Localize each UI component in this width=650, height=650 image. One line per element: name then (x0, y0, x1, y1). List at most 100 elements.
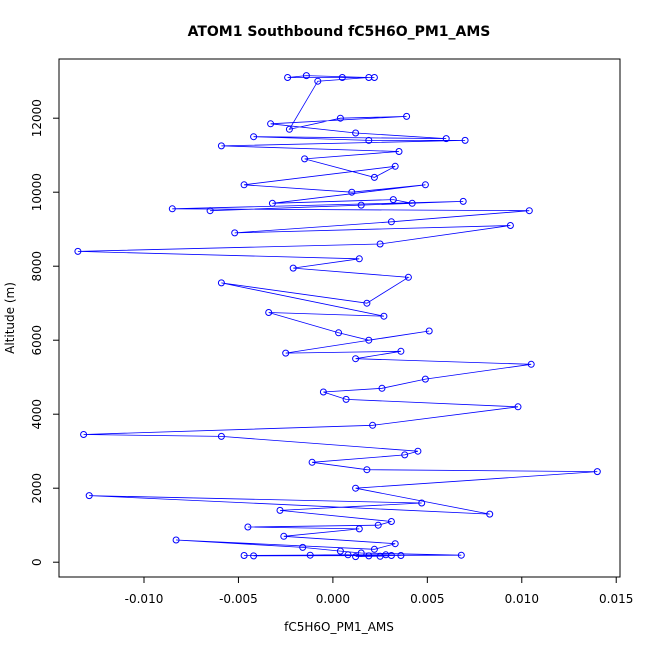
data-point (80, 431, 88, 438)
data-point (240, 552, 248, 559)
y-tick-label: 0 (30, 558, 44, 566)
data-point (240, 181, 248, 189)
data-point (357, 549, 365, 557)
x-tick-label: 0.010 (505, 592, 539, 606)
data-point (319, 388, 327, 396)
data-point (459, 197, 467, 205)
data-point (527, 360, 535, 368)
data-point (387, 518, 395, 525)
y-tick-label: 6000 (30, 325, 44, 356)
data-point (85, 492, 93, 500)
data-point (387, 218, 395, 226)
plot-frame (58, 58, 621, 578)
data-point (168, 205, 176, 213)
data-point (363, 299, 371, 307)
data-point (74, 247, 82, 255)
data-point (363, 466, 371, 474)
data-point (486, 510, 494, 518)
data-point (442, 135, 450, 143)
x-tick-label: -0.005 (219, 592, 258, 606)
data-point (376, 240, 384, 248)
data-point (352, 553, 360, 561)
data-point (355, 255, 363, 263)
data-point (380, 312, 388, 320)
data-point (389, 196, 397, 204)
y-tick-label: 8000 (30, 251, 44, 282)
data-point (302, 72, 310, 80)
data-point (374, 521, 382, 529)
data-point (285, 125, 293, 133)
data-point (352, 355, 360, 363)
data-point (276, 506, 284, 514)
data-point (336, 114, 344, 122)
data-point (421, 375, 429, 383)
data-point (344, 551, 352, 559)
data-point (282, 349, 290, 357)
series-layer (74, 72, 601, 561)
x-axis: -0.010 -0.005 0.000 0.005 0.010 0.015 (125, 577, 633, 606)
data-point (391, 540, 399, 548)
data-point (414, 447, 422, 455)
data-point (217, 142, 225, 150)
x-tick-label: 0.005 (410, 592, 444, 606)
y-tick-label: 12000 (30, 99, 44, 137)
data-point (395, 148, 403, 155)
series-line (77, 75, 598, 557)
data-point (365, 336, 373, 344)
data-point (335, 329, 343, 337)
x-tick-label: -0.010 (125, 592, 164, 606)
data-point (231, 229, 239, 237)
data-point (289, 264, 297, 272)
data-point (457, 551, 465, 559)
data-point (217, 279, 225, 287)
data-point (206, 207, 214, 215)
data-point (250, 552, 258, 560)
data-point (397, 347, 405, 355)
data-point (244, 523, 252, 531)
data-point (355, 525, 363, 533)
data-point (338, 74, 346, 81)
y-tick-label: 2000 (30, 473, 44, 504)
y-axis: 0 2000 4000 6000 8000 10000 12000 (30, 99, 59, 566)
data-point (299, 543, 307, 551)
data-point (369, 421, 377, 429)
data-point (418, 499, 426, 507)
data-point (391, 162, 399, 170)
data-point (365, 552, 373, 560)
y-axis-label: Altitude (m) (3, 282, 17, 354)
data-point (403, 112, 411, 120)
data-point (357, 201, 365, 209)
data-point (401, 451, 409, 459)
data-point (425, 327, 433, 335)
data-point (301, 155, 309, 163)
data-point (370, 545, 378, 553)
data-point (370, 173, 378, 181)
data-point (268, 199, 276, 207)
data-point (370, 74, 378, 81)
data-point (408, 199, 416, 207)
data-point (280, 532, 288, 540)
data-point (172, 536, 180, 544)
data-point (397, 552, 405, 559)
data-point (352, 484, 360, 492)
x-tick-label: 0.000 (316, 592, 350, 606)
x-tick-label: 0.015 (599, 592, 633, 606)
data-point (308, 458, 316, 466)
data-point (365, 136, 373, 144)
data-point (514, 403, 522, 411)
data-point (267, 120, 275, 128)
data-point (506, 222, 514, 229)
data-point (284, 74, 292, 81)
y-tick-label: 10000 (30, 173, 44, 211)
data-point (336, 547, 344, 555)
data-point (382, 551, 390, 559)
data-point (352, 129, 360, 137)
data-point (461, 136, 469, 144)
y-tick-label: 4000 (30, 399, 44, 430)
chart-title: ATOM1 Southbound fC5H6O_PM1_AMS (188, 24, 491, 40)
data-point (342, 395, 350, 403)
data-point (378, 384, 386, 392)
data-point (306, 551, 314, 559)
data-point (265, 309, 273, 316)
